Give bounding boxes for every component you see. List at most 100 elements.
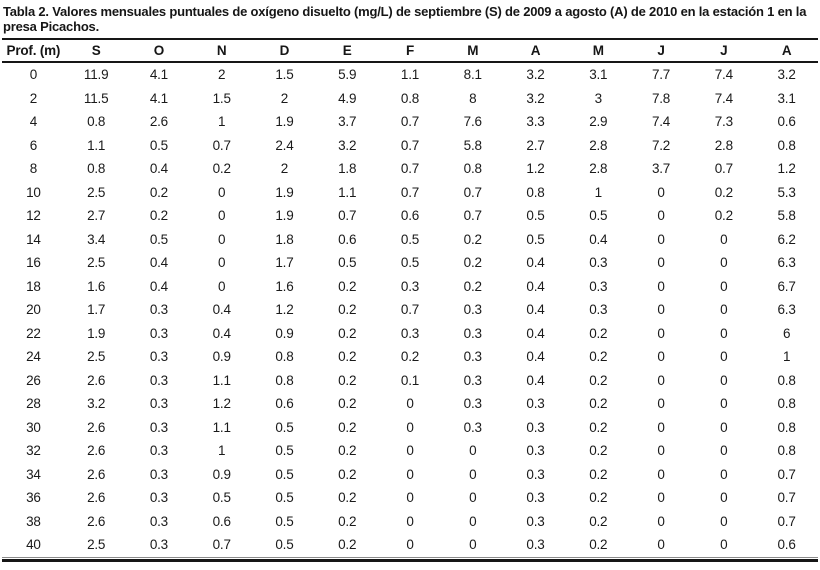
value-cell: 0 — [720, 419, 728, 435]
depth-cell: 30 — [26, 419, 41, 435]
value-cell: 0.4 — [526, 255, 545, 271]
value-cell: 0 — [657, 349, 665, 365]
value-cell: 2.5 — [87, 184, 106, 200]
column-header: A — [504, 39, 567, 63]
value-cell: 1.6 — [275, 278, 294, 294]
value-cell: 0.2 — [589, 466, 608, 482]
value-cell: 0.2 — [338, 443, 357, 459]
value-cell: 0 — [406, 537, 414, 553]
value-cell: 0.5 — [275, 513, 294, 529]
value-cell: 0 — [720, 513, 728, 529]
column-header: M — [441, 39, 505, 63]
value-cell: 0.7 — [400, 302, 420, 318]
depth-cell: 4 — [29, 114, 38, 130]
value-cell: 0.3 — [463, 325, 482, 341]
value-cell: 0 — [218, 208, 226, 224]
depth-cell: 26 — [26, 372, 41, 388]
value-cell: 0.7 — [400, 114, 420, 130]
table-row: 14 3.4 0.5 0 1.8 0.6 0.5 0.2 0.5 0.4 0 0 6.2 — [2, 228, 818, 252]
value-cell: 7.4 — [651, 114, 671, 130]
value-cell: 0.2 — [714, 184, 733, 200]
value-cell: 0.2 — [589, 349, 608, 365]
value-cell: 0 — [469, 443, 477, 459]
value-cell: 0 — [657, 513, 665, 529]
depth-cell: 12 — [26, 208, 41, 224]
value-cell: 0 — [657, 419, 665, 435]
value-cell: 8 — [469, 90, 477, 106]
value-cell: 0.3 — [149, 513, 168, 529]
value-cell: 1.8 — [275, 231, 294, 247]
value-cell: 0 — [406, 466, 414, 482]
value-cell: 0.2 — [338, 302, 357, 318]
value-cell: 0.5 — [149, 137, 168, 153]
value-cell: 0.3 — [149, 396, 168, 412]
value-cell: 0 — [469, 537, 477, 553]
value-cell: 4.1 — [149, 67, 168, 83]
table-row: 28 3.2 0.3 1.2 0.6 0.2 0 0.3 0.3 0.2 0 0 0.8 — [2, 392, 818, 416]
value-cell: 0.9 — [212, 349, 231, 365]
value-cell: 0.8 — [777, 396, 796, 412]
value-cell: 0.5 — [275, 466, 294, 482]
value-cell: 0 — [657, 208, 665, 224]
value-cell: 0.3 — [526, 443, 545, 459]
column-header: N — [190, 39, 254, 63]
value-cell: 3.2 — [526, 90, 545, 106]
value-cell: 0.3 — [526, 513, 545, 529]
depth-cell: 16 — [26, 255, 41, 271]
value-cell: 0.3 — [526, 466, 545, 482]
value-cell: 0.8 — [275, 349, 294, 365]
value-cell: 2 — [218, 67, 226, 83]
column-header: F — [378, 39, 442, 63]
value-cell: 0.6 — [777, 114, 796, 130]
table-row: 38 2.6 0.3 0.6 0.5 0.2 0 0 0.3 0.2 0 0 0.7 — [2, 510, 818, 534]
value-cell: 1.1 — [212, 419, 231, 435]
value-cell: 2.6 — [87, 513, 106, 529]
depth-cell: 2 — [29, 90, 38, 106]
value-cell: 0.8 — [777, 419, 796, 435]
value-cell: 0.2 — [589, 325, 608, 341]
value-cell: 0.7 — [777, 466, 796, 482]
value-cell: 1 — [218, 114, 226, 130]
value-cell: 1.6 — [87, 278, 106, 294]
value-cell: 0.4 — [212, 325, 231, 341]
value-cell: 1.1 — [87, 137, 106, 153]
value-cell: 0 — [657, 278, 665, 294]
table-row: 18 1.6 0.4 0 1.6 0.2 0.3 0.2 0.4 0.3 0 0 6.7 — [2, 275, 818, 299]
value-cell: 1.7 — [275, 255, 294, 271]
value-cell: 0.3 — [400, 278, 420, 294]
value-cell: 2.8 — [714, 137, 733, 153]
value-cell: 0.3 — [149, 325, 168, 341]
value-cell: 0.7 — [463, 184, 482, 200]
value-cell: 1.9 — [87, 325, 106, 341]
value-cell: 3 — [594, 90, 603, 106]
value-cell: 3.2 — [777, 67, 796, 83]
value-cell: 5.8 — [463, 137, 482, 153]
value-cell: 3.1 — [589, 67, 608, 83]
value-cell: 0.4 — [526, 278, 545, 294]
value-cell: 0.2 — [463, 255, 482, 271]
value-cell: 0 — [406, 396, 414, 412]
value-cell: 0.3 — [149, 466, 168, 482]
value-cell: 4.9 — [338, 90, 357, 106]
value-cell: 0.7 — [400, 137, 420, 153]
value-cell: 0.3 — [149, 349, 168, 365]
value-cell: 0 — [469, 466, 477, 482]
value-cell: 0.3 — [149, 443, 168, 459]
table-header: Prof. (m) S O N D E F M A M J J A — [2, 39, 818, 63]
value-cell: 0.2 — [589, 372, 608, 388]
value-cell: 0.5 — [338, 255, 357, 271]
value-cell: 0.2 — [589, 537, 608, 553]
value-cell: 0 — [657, 537, 665, 553]
value-cell: 0 — [657, 325, 665, 341]
table-row: 34 2.6 0.3 0.9 0.5 0.2 0 0 0.3 0.2 0 0 0.7 — [2, 463, 818, 487]
value-cell: 3.1 — [777, 90, 796, 106]
value-cell: 4.1 — [149, 90, 168, 106]
value-cell: 0.2 — [400, 349, 420, 365]
depth-cell: 24 — [26, 349, 41, 365]
column-header: A — [755, 39, 818, 63]
value-cell: 2.6 — [87, 372, 106, 388]
value-cell: 7.2 — [651, 137, 671, 153]
value-cell: 2.9 — [589, 114, 608, 130]
value-cell: 0 — [720, 372, 728, 388]
value-cell: 0.8 — [275, 372, 294, 388]
